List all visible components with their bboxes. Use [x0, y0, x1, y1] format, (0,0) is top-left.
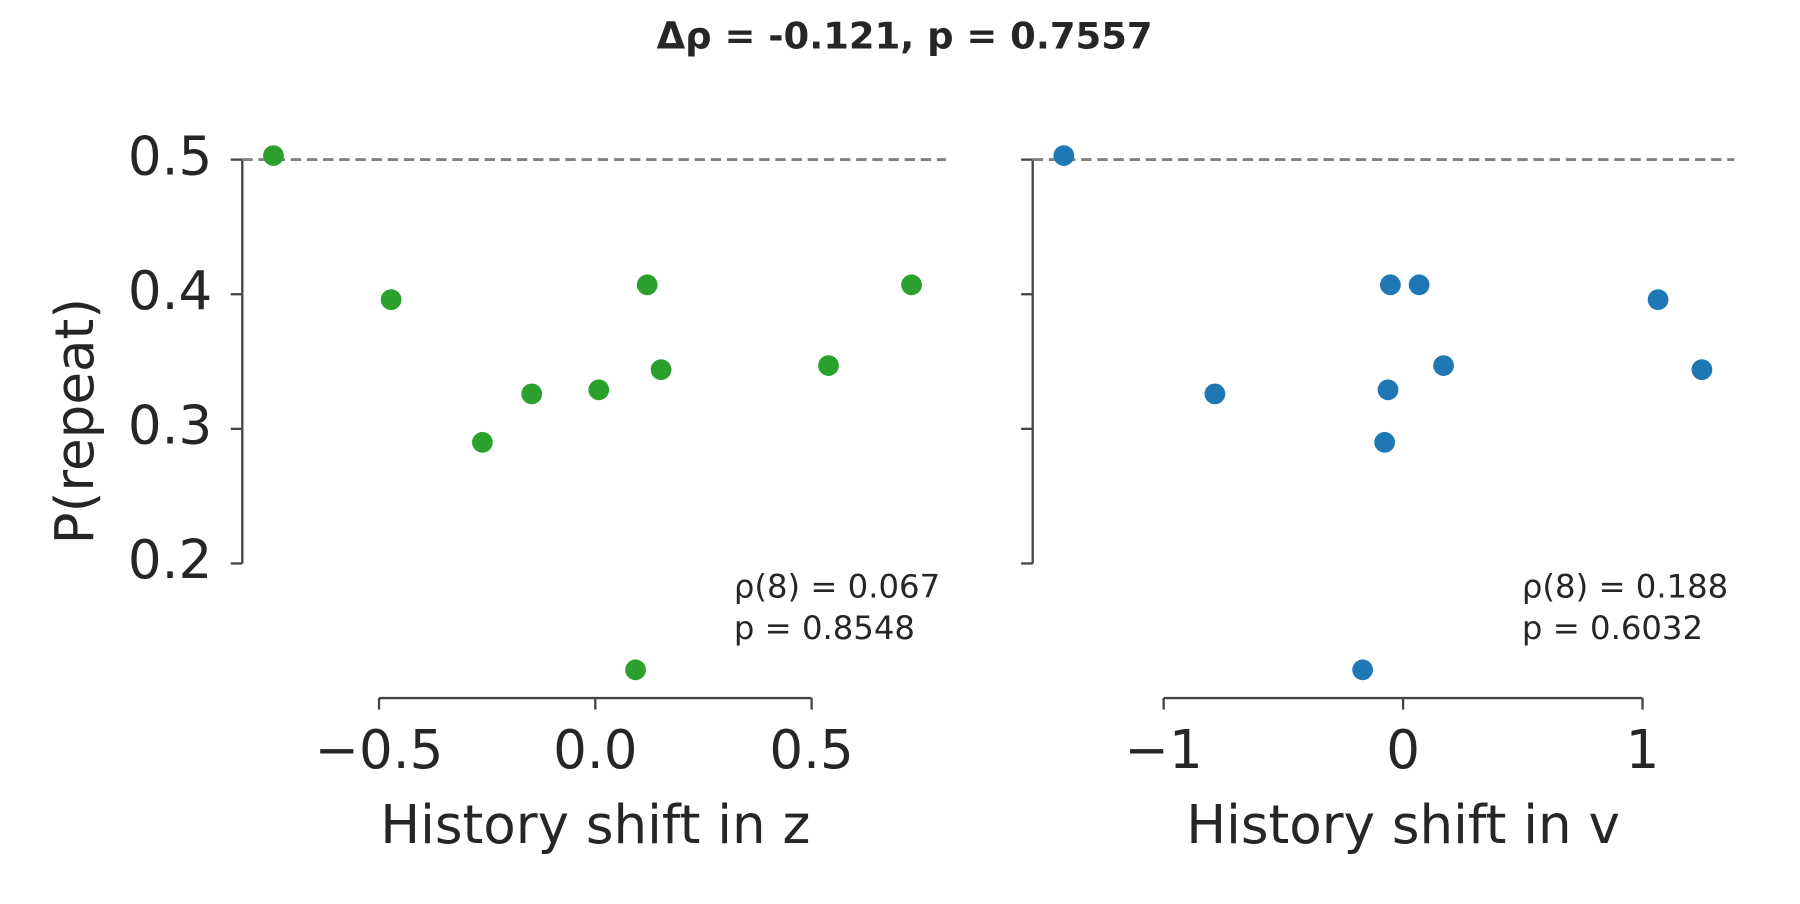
scatter-point — [263, 145, 284, 166]
scatter-point — [625, 659, 646, 681]
x-tick-label: 0.0 — [553, 719, 637, 781]
x-tick-label: −0.5 — [315, 719, 444, 781]
scatter-point — [636, 274, 658, 296]
x-tick-label: 0.5 — [769, 719, 853, 781]
scatter-point — [1691, 359, 1713, 380]
scatter-point — [588, 379, 610, 401]
x-tick-label: −1 — [1125, 719, 1203, 781]
x-axis-label: History shift in z — [380, 794, 810, 856]
scatter-point — [521, 383, 543, 405]
scatter-point — [1647, 289, 1669, 310]
y-tick-label: 0.4 — [128, 260, 212, 322]
scatter-point — [1408, 274, 1430, 296]
annotation: ρ(8) = 0.188 — [1522, 567, 1728, 605]
x-axis-label: History shift in v — [1186, 794, 1620, 856]
scatter-point — [1352, 659, 1374, 681]
y-tick-label: 0.5 — [128, 125, 212, 187]
scatter-point — [1374, 431, 1396, 453]
scatter-point — [650, 359, 672, 380]
scatter-point — [1053, 145, 1075, 166]
scatter-point — [901, 274, 922, 296]
x-tick-label: 1 — [1626, 719, 1660, 781]
scatter-point — [472, 431, 493, 453]
scatter-point — [818, 355, 839, 376]
annotation: ρ(8) = 0.067 — [734, 567, 940, 605]
scatter-point — [1204, 383, 1226, 405]
annotation: p = 0.8548 — [734, 609, 915, 647]
scatter-point — [1433, 355, 1454, 376]
y-tick-label: 0.2 — [128, 529, 212, 591]
annotation: p = 0.6032 — [1522, 609, 1703, 647]
scatter-point — [1377, 379, 1399, 401]
scatter-point — [1380, 274, 1401, 296]
y-axis-label: P(repeat) — [44, 298, 106, 544]
figure-title: Δρ = -0.121, p = 0.7557 — [657, 15, 1153, 58]
x-tick-label: 0 — [1386, 719, 1420, 781]
y-tick-label: 0.3 — [128, 394, 212, 456]
scatter-point — [380, 289, 402, 310]
